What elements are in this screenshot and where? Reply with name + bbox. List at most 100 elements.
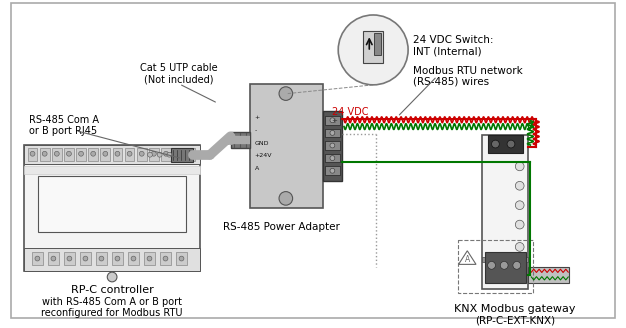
Bar xyxy=(482,135,528,289)
Bar xyxy=(76,148,86,160)
Text: RS-485 Com A
or B port RJ45: RS-485 Com A or B port RJ45 xyxy=(29,115,99,136)
Bar xyxy=(101,148,110,160)
Circle shape xyxy=(51,256,56,261)
Circle shape xyxy=(66,151,71,156)
Circle shape xyxy=(167,152,172,157)
Circle shape xyxy=(338,15,408,85)
Circle shape xyxy=(115,151,120,156)
Circle shape xyxy=(115,256,120,261)
Bar xyxy=(88,148,98,160)
Text: with RS-485 Com A or B port: with RS-485 Com A or B port xyxy=(42,297,182,307)
Text: Modbus RTU network: Modbus RTU network xyxy=(413,66,523,76)
Circle shape xyxy=(279,87,292,100)
Circle shape xyxy=(79,151,83,156)
Circle shape xyxy=(330,143,335,148)
Bar xyxy=(323,111,342,181)
Bar xyxy=(80,252,91,265)
Bar xyxy=(325,116,340,125)
Bar xyxy=(458,240,533,294)
Bar xyxy=(325,141,340,150)
Circle shape xyxy=(488,261,495,269)
Bar xyxy=(176,252,187,265)
Bar xyxy=(113,148,122,160)
Circle shape xyxy=(513,261,521,269)
Bar xyxy=(528,267,569,283)
Circle shape xyxy=(515,220,524,229)
Bar xyxy=(24,248,200,271)
Text: GND: GND xyxy=(255,141,269,146)
Circle shape xyxy=(157,152,162,157)
Bar xyxy=(160,252,172,265)
Circle shape xyxy=(54,151,59,156)
Circle shape xyxy=(179,256,184,261)
Circle shape xyxy=(515,242,524,251)
Circle shape xyxy=(279,192,292,205)
Circle shape xyxy=(330,168,335,173)
Bar xyxy=(173,148,183,160)
Circle shape xyxy=(42,151,47,156)
Circle shape xyxy=(151,151,156,156)
Text: INT (Internal): INT (Internal) xyxy=(413,47,481,57)
Bar xyxy=(482,256,528,262)
Bar xyxy=(28,148,38,160)
Circle shape xyxy=(515,181,524,190)
Circle shape xyxy=(103,151,108,156)
Bar xyxy=(24,145,200,164)
Bar xyxy=(31,252,43,265)
Circle shape xyxy=(330,156,335,160)
Bar xyxy=(374,33,381,55)
Bar xyxy=(137,148,146,160)
Circle shape xyxy=(147,256,152,261)
Bar xyxy=(52,148,61,160)
Text: (RP-C-EXT-KNX): (RP-C-EXT-KNX) xyxy=(475,316,555,326)
Circle shape xyxy=(163,151,168,156)
Circle shape xyxy=(83,256,88,261)
Bar xyxy=(64,252,75,265)
Bar xyxy=(125,148,135,160)
Text: (RS-485) wires: (RS-485) wires xyxy=(413,77,489,87)
Bar xyxy=(325,129,340,137)
Text: KNX Modbus gateway: KNX Modbus gateway xyxy=(454,304,575,314)
Bar xyxy=(24,145,200,271)
Circle shape xyxy=(500,261,508,269)
Bar xyxy=(172,148,193,161)
Text: Cat 5 UTP cable
(Not included): Cat 5 UTP cable (Not included) xyxy=(140,63,218,85)
Circle shape xyxy=(99,256,104,261)
Bar xyxy=(485,252,525,283)
Text: A: A xyxy=(255,166,259,171)
Bar xyxy=(488,135,523,153)
Text: +24V: +24V xyxy=(255,153,272,158)
Bar xyxy=(161,148,171,160)
Text: A: A xyxy=(464,255,470,264)
Circle shape xyxy=(127,151,132,156)
Circle shape xyxy=(131,256,136,261)
Bar xyxy=(143,252,155,265)
Circle shape xyxy=(148,152,152,157)
Text: 24 VDC Switch:: 24 VDC Switch: xyxy=(413,35,493,45)
Bar xyxy=(325,166,340,175)
Bar xyxy=(38,176,186,232)
Text: RS-485 Power Adapter: RS-485 Power Adapter xyxy=(222,222,339,232)
Bar xyxy=(149,148,159,160)
Text: +: + xyxy=(331,118,337,124)
Text: reconfigured for Modbus RTU: reconfigured for Modbus RTU xyxy=(41,308,183,318)
Bar xyxy=(250,84,323,208)
Circle shape xyxy=(515,162,524,171)
Bar xyxy=(111,252,123,265)
Text: RP-C controller: RP-C controller xyxy=(71,285,153,295)
Circle shape xyxy=(330,131,335,135)
Circle shape xyxy=(67,256,72,261)
Text: -: - xyxy=(255,128,257,133)
Bar xyxy=(64,148,74,160)
Circle shape xyxy=(176,151,180,156)
Bar xyxy=(325,154,340,162)
Bar xyxy=(24,166,200,174)
Circle shape xyxy=(35,256,40,261)
Polygon shape xyxy=(459,251,476,264)
Circle shape xyxy=(30,151,35,156)
Text: +: + xyxy=(255,115,260,120)
Bar xyxy=(40,148,49,160)
Circle shape xyxy=(330,118,335,123)
Circle shape xyxy=(107,272,117,282)
Circle shape xyxy=(507,140,515,148)
